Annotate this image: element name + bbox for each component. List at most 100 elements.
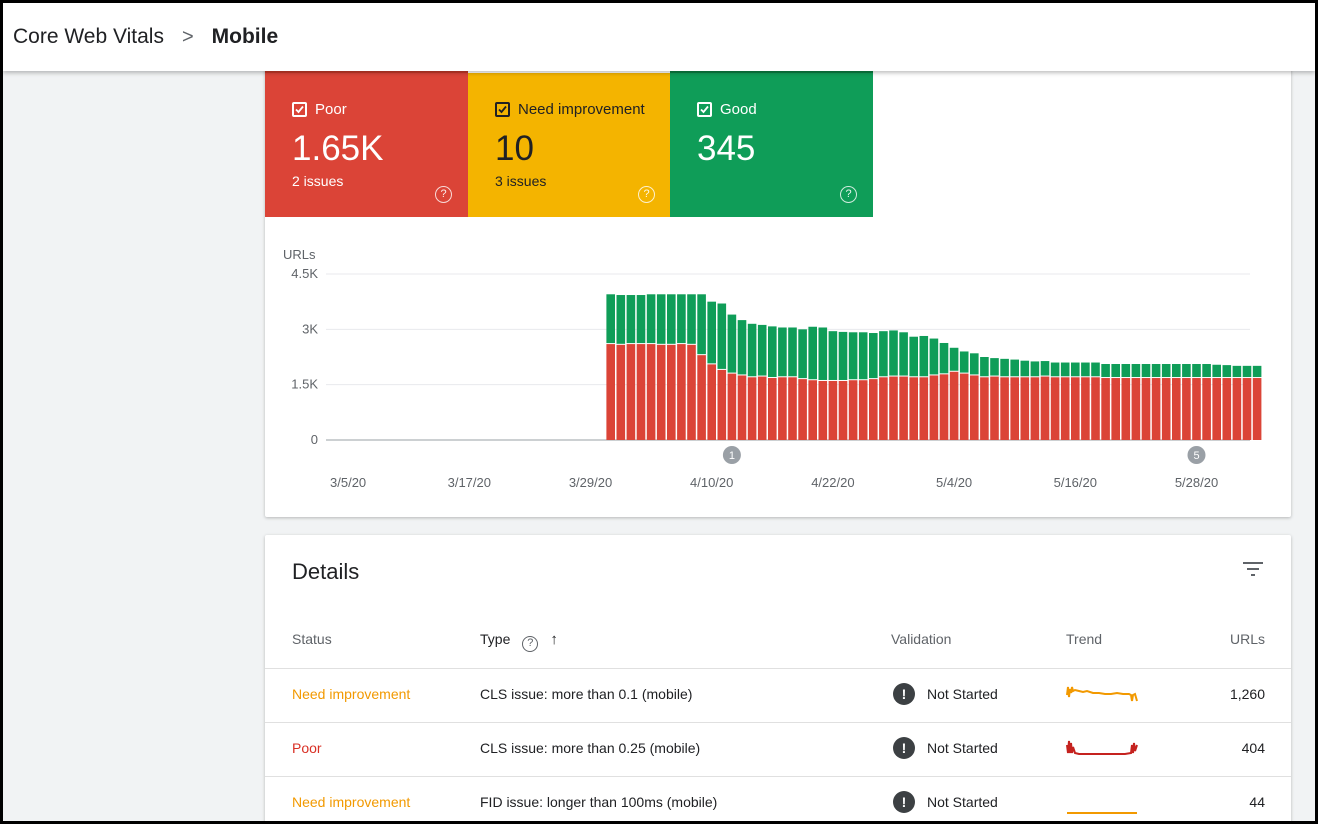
bar-good bbox=[656, 294, 666, 344]
help-icon[interactable]: ? bbox=[435, 186, 452, 203]
tile-need-value: 10 bbox=[495, 129, 534, 168]
bar-good bbox=[747, 323, 757, 377]
tile-poor[interactable]: Poor 1.65K 2 issues ? bbox=[265, 73, 468, 217]
filter-icon[interactable] bbox=[1241, 559, 1265, 579]
x-tick-label: 3/17/20 bbox=[448, 475, 491, 490]
table-row[interactable]: Poor CLS issue: more than 0.25 (mobile) … bbox=[265, 722, 1291, 776]
row-validation: ! Not Started bbox=[893, 791, 998, 813]
bar-good bbox=[818, 327, 828, 380]
bar-poor bbox=[990, 376, 999, 440]
bar-poor bbox=[1060, 377, 1070, 440]
chevron-right-icon: > bbox=[181, 25, 194, 48]
row-validation: ! Not Started bbox=[893, 737, 998, 759]
help-icon[interactable]: ? bbox=[840, 186, 857, 203]
bar-poor bbox=[768, 378, 777, 440]
bar-good bbox=[677, 294, 686, 344]
bar-good bbox=[798, 329, 807, 379]
breadcrumb-current: Mobile bbox=[211, 25, 279, 48]
sort-ascending-icon[interactable]: ↑ bbox=[550, 631, 558, 648]
bar-poor bbox=[1111, 378, 1120, 440]
row-type: CLS issue: more than 0.1 (mobile) bbox=[480, 686, 693, 702]
tile-poor-strip bbox=[265, 69, 468, 73]
y-tick-label: 1.5K bbox=[291, 377, 318, 392]
bar-poor bbox=[919, 377, 929, 440]
bar-poor bbox=[1172, 378, 1181, 440]
checkbox-checked-icon[interactable] bbox=[697, 102, 712, 117]
bar-poor bbox=[636, 344, 646, 440]
bar-poor bbox=[1161, 378, 1171, 440]
bar-good bbox=[1212, 364, 1221, 378]
help-icon[interactable]: ? bbox=[638, 186, 655, 203]
bar-good bbox=[717, 303, 727, 369]
trend-sparkline-icon bbox=[1067, 812, 1137, 814]
bar-poor bbox=[778, 377, 787, 440]
bar-poor bbox=[970, 375, 979, 440]
bar-good bbox=[1081, 362, 1090, 377]
bar-good bbox=[1060, 362, 1070, 377]
bar-poor bbox=[1202, 378, 1211, 440]
bar-poor bbox=[717, 369, 727, 440]
annotation-label: 1 bbox=[729, 450, 735, 462]
bar-good bbox=[869, 333, 878, 379]
bar-good bbox=[939, 342, 949, 374]
bar-good bbox=[1040, 361, 1050, 376]
checkbox-checked-icon[interactable] bbox=[495, 102, 510, 117]
annotation-marker bbox=[722, 446, 741, 464]
tile-need-improvement[interactable]: Need improvement 10 3 issues ? bbox=[468, 73, 671, 217]
bar-good bbox=[646, 294, 656, 344]
breadcrumb-root-link[interactable]: Core Web Vitals bbox=[13, 25, 164, 48]
table-row[interactable]: Need improvement CLS issue: more than 0.… bbox=[265, 668, 1291, 722]
bar-poor bbox=[818, 380, 828, 440]
bar-good bbox=[1182, 364, 1191, 378]
bar-poor bbox=[656, 344, 666, 440]
bar-good bbox=[1151, 364, 1161, 378]
bar-poor bbox=[616, 344, 626, 440]
bar-good bbox=[1192, 364, 1201, 378]
tile-good[interactable]: Good 345 ? bbox=[670, 73, 873, 217]
bar-good bbox=[778, 327, 787, 377]
column-header-type[interactable]: Type? ↑ bbox=[480, 631, 558, 652]
y-tick-label: 0 bbox=[311, 432, 318, 447]
bar-good bbox=[667, 294, 676, 344]
bar-poor bbox=[899, 376, 908, 440]
checkbox-checked-icon[interactable] bbox=[292, 102, 307, 117]
bar-good bbox=[929, 338, 939, 375]
bar-good bbox=[970, 353, 979, 375]
bar-poor bbox=[737, 375, 747, 440]
help-icon[interactable]: ? bbox=[522, 636, 539, 652]
bar-good bbox=[1071, 362, 1080, 377]
bar-poor bbox=[838, 380, 848, 440]
column-header-validation[interactable]: Validation bbox=[891, 631, 952, 647]
bar-poor bbox=[757, 376, 767, 440]
column-header-status[interactable]: Status bbox=[292, 631, 332, 647]
bar-poor bbox=[1040, 376, 1050, 440]
row-status: Poor bbox=[292, 740, 322, 756]
bar-poor bbox=[869, 379, 878, 440]
header-bar: Core Web Vitals > Mobile bbox=[3, 3, 1315, 71]
bar-good bbox=[889, 330, 898, 376]
bar-poor bbox=[1050, 377, 1060, 440]
table-row[interactable]: Need improvement FID issue: longer than … bbox=[265, 776, 1291, 821]
tile-need-issues: 3 issues bbox=[495, 173, 547, 189]
bar-good bbox=[1091, 362, 1100, 377]
bar-good bbox=[1242, 365, 1252, 378]
bar-good bbox=[737, 320, 747, 375]
tile-good-value: 345 bbox=[697, 129, 756, 168]
bar-good bbox=[808, 326, 817, 380]
row-validation-label: Not Started bbox=[927, 740, 998, 756]
bar-good bbox=[687, 294, 696, 344]
x-tick-label: 5/16/20 bbox=[1054, 475, 1097, 490]
bar-poor bbox=[909, 377, 918, 440]
bar-poor bbox=[677, 344, 686, 440]
column-header-urls[interactable]: URLs bbox=[1229, 631, 1265, 647]
warning-icon: ! bbox=[893, 791, 915, 813]
bar-good bbox=[919, 335, 929, 377]
bar-good bbox=[727, 314, 737, 373]
bar-good bbox=[980, 357, 989, 377]
bar-poor bbox=[667, 344, 676, 440]
bar-good bbox=[1131, 364, 1141, 378]
bar-good bbox=[636, 295, 646, 344]
bar-poor bbox=[1091, 377, 1100, 440]
bar-poor bbox=[1192, 378, 1201, 440]
bar-poor bbox=[1020, 377, 1030, 440]
